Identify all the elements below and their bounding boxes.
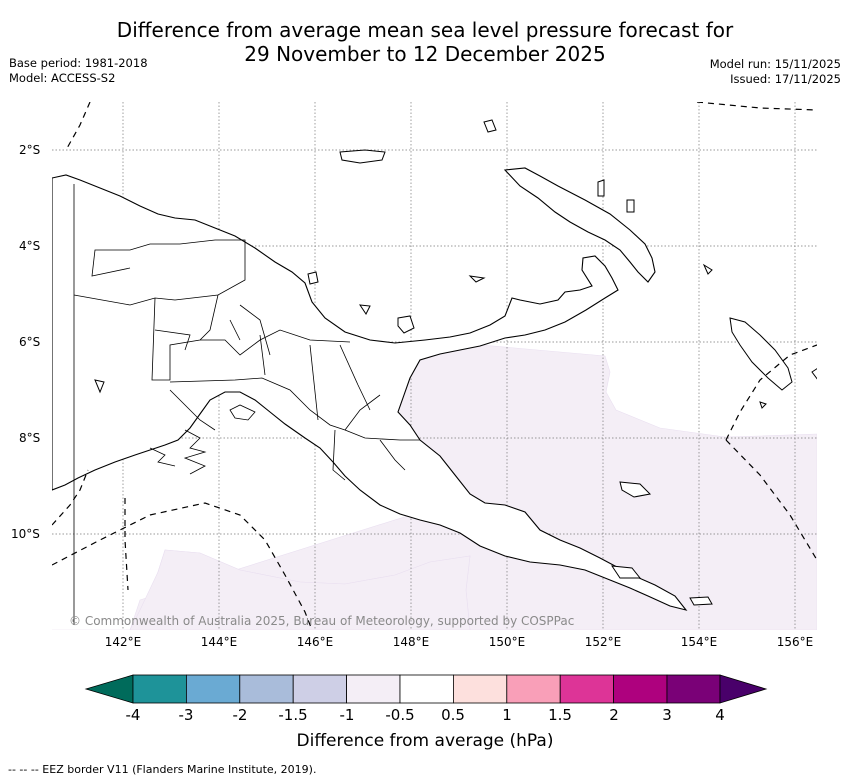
- colorbar-bin-5: [346, 674, 401, 704]
- anomaly-region-south: [129, 549, 471, 630]
- meta-left: Base period: 1981-2018 Model: ACCESS-S2: [9, 56, 148, 86]
- lon-label-152e: 152°E: [584, 635, 622, 649]
- lon-label-156e: 156°E: [776, 635, 814, 649]
- eez-borders: [52, 102, 817, 630]
- title-line-2: 29 November to 12 December 2025: [244, 42, 606, 66]
- island-100: [94, 379, 105, 394]
- island-600: [597, 179, 605, 197]
- lon-label-148e: 148°E: [392, 635, 430, 649]
- lat-label-10s: 10°S: [11, 527, 40, 541]
- colorbar-title: Difference from average (hPa): [296, 731, 554, 751]
- lat-label-2s: 2°S: [19, 143, 41, 157]
- colorbar-extend-high: [719, 674, 768, 704]
- colorbar-tick-2: -3: [178, 706, 194, 724]
- island-470: [468, 275, 486, 283]
- colorbar-bin-11: [666, 674, 721, 704]
- lat-label-8s: 8°S: [19, 431, 41, 445]
- colorbar-extend-low: [84, 674, 134, 704]
- island-690: [689, 596, 713, 606]
- lon-label-146e: 146°E: [296, 635, 334, 649]
- model-label: Model: ACCESS-S2: [9, 71, 116, 85]
- base-period-label: Base period: 1981-2018: [9, 56, 148, 70]
- colorbar-bin-9: [559, 674, 615, 704]
- colorbar-tick-10: 2: [609, 706, 619, 724]
- colorbar-tick-5: -1: [339, 706, 355, 724]
- island-625: [610, 565, 642, 579]
- island-484: [483, 119, 497, 133]
- island-310: [307, 271, 319, 285]
- manus-island: [339, 149, 386, 164]
- colorbar-bin-8: [506, 674, 561, 704]
- issued-label: Issued: 17/11/2025: [730, 72, 841, 86]
- colorbar-tick-7: 0.5: [441, 706, 465, 724]
- colorbar-tick-12: 4: [715, 706, 725, 724]
- island-710: [702, 263, 713, 275]
- map-title: Difference from average mean sea level p…: [0, 18, 850, 66]
- colorbar-bin-4: [292, 674, 348, 704]
- lon-label-154e: 154°E: [680, 635, 718, 649]
- meta-right: Model run: 15/11/2025 Issued: 17/11/2025: [710, 57, 841, 87]
- colorbar-tick-11: 3: [662, 706, 672, 724]
- colorbar-tick-4: -1.5: [278, 706, 308, 724]
- colorbar-bin-7: [452, 674, 508, 704]
- colorbar-bin-3: [239, 674, 294, 704]
- island-360: [358, 304, 371, 315]
- title-line-1: Difference from average mean sea level p…: [116, 18, 734, 42]
- island-400: [397, 315, 415, 334]
- colorbar: [84, 674, 768, 704]
- lat-label-4s: 4°S: [19, 239, 41, 253]
- colorbar-bin-6: [399, 674, 454, 704]
- colorbar-bin-1: [132, 674, 187, 704]
- lat-label-6s: 6°S: [19, 335, 41, 349]
- island-760: [759, 401, 767, 409]
- new-britain: [503, 167, 656, 283]
- lon-label-142e: 142°E: [104, 635, 142, 649]
- colorbar-tick-8: 1: [502, 706, 512, 724]
- model-run-label: Model run: 15/11/2025: [709, 57, 841, 71]
- colorbar-tick-1: -4: [125, 706, 141, 724]
- island-620: [619, 481, 652, 498]
- provincial-borders: [73, 184, 420, 625]
- colorbar-bin-2: [185, 674, 241, 704]
- colorbar-tick-9: 1.5: [548, 706, 572, 724]
- new-guinea-coastline: [52, 174, 688, 611]
- lon-label-144e: 144°E: [200, 635, 238, 649]
- bougainville: [729, 317, 793, 391]
- colorbar-bin-10: [613, 674, 668, 704]
- eez-footnote: -- -- -- EEZ border V11 (Flanders Marine…: [8, 763, 317, 776]
- island-810: [811, 368, 817, 380]
- copyright-notice: © Commonwealth of Australia 2025, Bureau…: [69, 614, 575, 628]
- lon-label-150e: 150°E: [488, 635, 526, 649]
- island-628: [626, 199, 635, 213]
- colorbar-tick-6: -0.5: [385, 706, 415, 724]
- colorbar-tick-3: -2: [232, 706, 248, 724]
- inland-features: [149, 404, 256, 475]
